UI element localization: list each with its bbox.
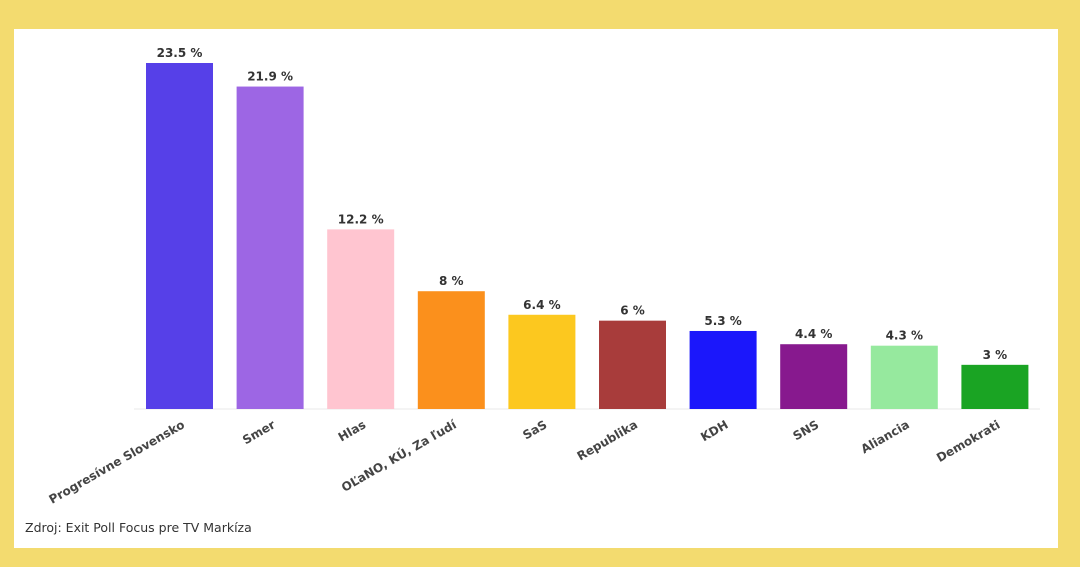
bar-value-label: 23.5 % — [157, 46, 203, 60]
category-label: Aliancia — [858, 417, 911, 456]
bar — [508, 314, 576, 409]
bar — [870, 345, 938, 409]
bar-value-label: 21.9 % — [247, 70, 293, 84]
bar — [236, 86, 304, 410]
bar-value-label: 4.4 % — [795, 327, 832, 341]
bar — [689, 330, 757, 409]
category-label: Progresívne Slovensko — [47, 417, 187, 506]
category-label: Hlas — [336, 417, 368, 444]
category-label: Smer — [240, 417, 278, 447]
category-label: SaS — [520, 417, 549, 442]
bar — [417, 291, 485, 409]
bar-value-label: 4.3 % — [886, 329, 923, 343]
bar — [146, 63, 213, 409]
bar — [780, 344, 848, 409]
bar-value-label: 5.3 % — [704, 314, 741, 328]
bar — [599, 320, 666, 409]
category-label: Republika — [575, 417, 640, 463]
category-label: Demokrati — [934, 417, 1002, 464]
bar-value-label: 12.2 % — [338, 212, 384, 226]
category-label: SNS — [791, 417, 822, 443]
bar-value-label: 3 % — [983, 348, 1008, 362]
bar-value-label: 8 % — [439, 274, 464, 288]
bar-value-label: 6.4 % — [523, 298, 560, 312]
chart-card: 23.5 % 21.9 % 12.2 % 8 % 6.4 % 6 % 5.3 % 4.4 % 4… — [14, 29, 1058, 548]
bar — [327, 229, 395, 409]
bar-value-label: 6 % — [620, 304, 645, 318]
source-note: Zdroj: Exit Poll Focus pre TV Markíza — [25, 520, 252, 535]
bar-chart: 23.5 % 21.9 % 12.2 % 8 % 6.4 % 6 % 5.3 % 4.4 % 4… — [47, 46, 1040, 507]
category-label: KDH — [698, 417, 730, 444]
bar — [961, 364, 1029, 409]
